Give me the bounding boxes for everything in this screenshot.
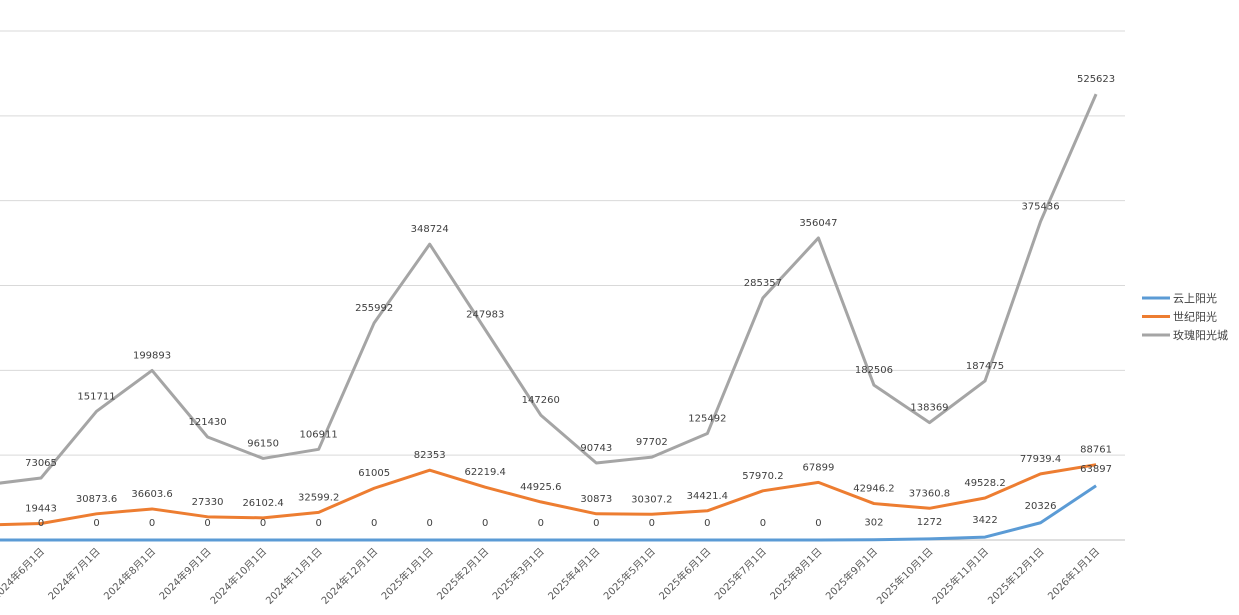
data-label: 0 [538, 518, 544, 529]
x-tick-label: 2025年3月1日 [489, 545, 546, 602]
data-label: 32599.2 [298, 492, 339, 503]
data-label: 67899 [803, 462, 835, 473]
data-label: 0 [704, 518, 710, 529]
data-label: 147260 [522, 395, 560, 406]
data-label: 0 [760, 518, 766, 529]
data-label: 255992 [355, 303, 393, 314]
data-label: 0 [315, 518, 321, 529]
x-tick-label: 2024年12月1日 [318, 545, 380, 607]
data-label: 187475 [966, 361, 1004, 372]
series-line-3 [0, 93, 1098, 485]
series-line-2 [0, 463, 1097, 527]
data-label: 19443 [25, 504, 57, 515]
data-label: 302 [864, 518, 883, 529]
data-label: 44925.6 [520, 482, 561, 493]
data-label: 0 [204, 518, 210, 529]
data-label: 151711 [77, 391, 115, 402]
data-label: 61005 [358, 468, 390, 479]
x-tick-label: 2025年10月1日 [874, 545, 936, 607]
x-tick-label: 2025年4月1日 [545, 545, 602, 602]
x-tick-label: 2025年5月1日 [601, 545, 658, 602]
data-label: 0 [427, 518, 433, 529]
data-label: 36603.6 [131, 489, 172, 500]
data-label: 125492 [688, 414, 726, 425]
data-label: 0 [482, 518, 488, 529]
data-label: 348724 [411, 224, 449, 235]
data-label: 182506 [855, 365, 893, 376]
data-label: 30873.6 [76, 494, 117, 505]
legend-label: 世纪阳光 [1173, 310, 1217, 324]
data-label: 73065 [25, 458, 57, 469]
data-label: 37360.8 [909, 488, 950, 499]
x-tick-label: 2025年2月1日 [434, 545, 491, 602]
x-tick-label: 2024年7月1日 [45, 545, 102, 602]
data-label: 121430 [188, 417, 226, 428]
x-tick-label: 2024年10月1日 [207, 545, 269, 607]
data-label: 0 [371, 518, 377, 529]
x-tick-label: 2024年9月1日 [156, 545, 213, 602]
data-label: 525623 [1077, 74, 1115, 85]
data-label: 106911 [300, 429, 338, 440]
data-label: 0 [149, 518, 155, 529]
data-label: 356047 [799, 218, 837, 229]
data-label: 90743 [580, 443, 612, 454]
data-label: 82353 [414, 450, 446, 461]
data-label: 199893 [133, 350, 171, 361]
data-label: 42946.2 [853, 484, 894, 495]
x-tick-label: 2025年7月1日 [712, 545, 769, 602]
data-label: 30873 [580, 494, 612, 505]
data-label: 285357 [744, 278, 782, 289]
x-tick-label: 2024年6月1日 [0, 545, 47, 602]
data-label: 77939.4 [1020, 454, 1061, 465]
data-label: 138369 [910, 403, 948, 414]
x-tick-label: 2025年1月1日 [378, 545, 435, 602]
x-tick-label: 2024年11月1日 [263, 545, 325, 607]
series-line-1 [0, 484, 1097, 542]
data-label: 57970.2 [742, 471, 783, 482]
data-label: 26102.4 [242, 498, 283, 509]
x-tick-label: 2024年8月1日 [101, 545, 158, 602]
legend-label: 云上阳光 [1173, 291, 1217, 305]
data-label: 27330 [192, 497, 224, 508]
data-label: 96150 [247, 438, 279, 449]
data-label: 0 [815, 518, 821, 529]
x-tick-label: 2025年9月1日 [823, 545, 880, 602]
data-label: 0 [593, 518, 599, 529]
x-tick-label: 2025年8月1日 [767, 545, 824, 602]
x-tick-label: 2025年12月1日 [985, 545, 1047, 607]
data-label: 49528.2 [964, 478, 1005, 489]
data-label: 375436 [1021, 202, 1059, 213]
data-label: 30307.2 [631, 494, 672, 505]
data-label: 20326 [1025, 501, 1057, 512]
data-label: 0 [93, 518, 99, 529]
data-label: 88761 [1080, 445, 1112, 456]
data-label: 62219.4 [465, 467, 506, 478]
x-tick-label: 2025年6月1日 [656, 545, 713, 602]
x-tick-label: 2026年1月1日 [1045, 545, 1102, 602]
data-label: 0 [649, 518, 655, 529]
data-label: 247983 [466, 310, 504, 321]
data-label: 34421.4 [687, 491, 728, 502]
data-label: 97702 [636, 437, 668, 448]
data-label: 63897 [1080, 464, 1112, 475]
legend-label: 玫瑰阳光城 [1173, 328, 1228, 342]
x-tick-label: 2025年11月1日 [929, 545, 991, 607]
data-label: 0 [38, 518, 44, 529]
data-label: 1272 [917, 517, 942, 528]
data-label: 3422 [972, 515, 997, 526]
data-label: 0 [260, 518, 266, 529]
